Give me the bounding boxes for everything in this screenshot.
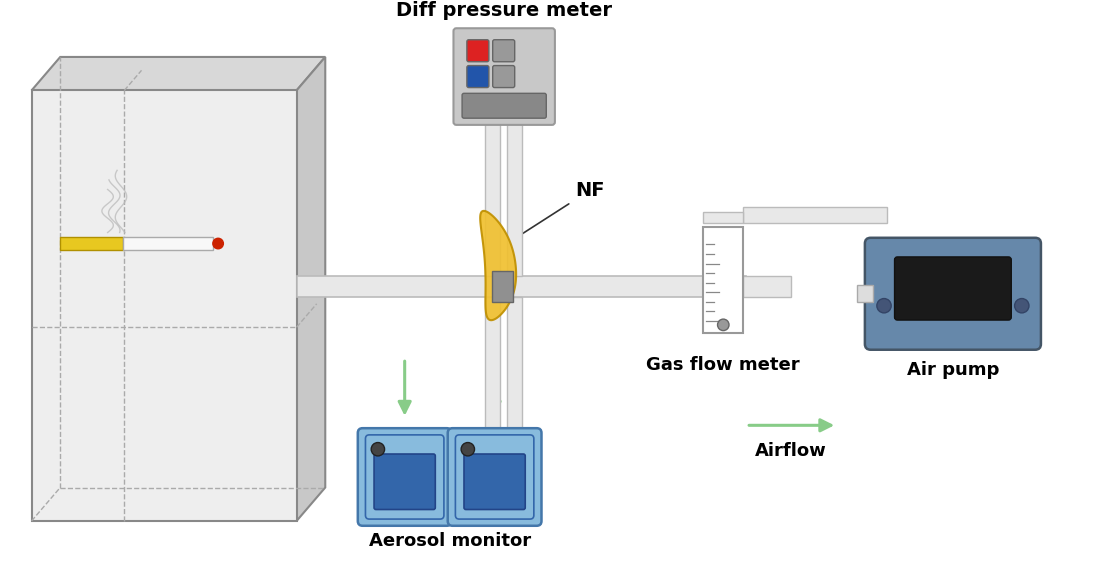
Bar [744,276,791,297]
FancyBboxPatch shape [358,428,452,526]
Bar [124,237,213,250]
Circle shape [213,238,223,249]
Bar [296,276,746,297]
FancyBboxPatch shape [375,454,435,509]
Polygon shape [32,90,296,521]
Polygon shape [296,57,325,521]
Bar [507,297,522,430]
FancyBboxPatch shape [493,66,515,87]
Bar [492,271,513,302]
Polygon shape [32,57,325,90]
Bar [507,113,522,276]
Text: Airflow: Airflow [756,442,827,459]
Text: Gas flow meter: Gas flow meter [646,356,800,374]
Bar [485,113,499,276]
Polygon shape [481,211,516,320]
FancyBboxPatch shape [462,93,546,118]
FancyBboxPatch shape [865,238,1041,350]
Text: Diff pressure meter: Diff pressure meter [397,1,612,20]
FancyBboxPatch shape [895,257,1011,320]
Bar [857,285,873,302]
Bar [703,227,744,332]
Bar [703,212,744,224]
FancyBboxPatch shape [448,428,541,526]
Bar [485,297,499,430]
Circle shape [717,319,729,331]
Circle shape [461,443,474,456]
FancyBboxPatch shape [464,454,525,509]
FancyBboxPatch shape [467,40,488,62]
FancyBboxPatch shape [493,40,515,62]
Bar [744,207,887,224]
Circle shape [1014,298,1029,313]
FancyBboxPatch shape [453,28,555,125]
Text: Aerosol monitor: Aerosol monitor [369,532,530,550]
Circle shape [371,443,385,456]
FancyBboxPatch shape [467,66,488,87]
Text: Air pump: Air pump [907,361,999,379]
Circle shape [877,298,892,313]
Text: NF: NF [575,182,604,201]
Bar [61,237,124,250]
